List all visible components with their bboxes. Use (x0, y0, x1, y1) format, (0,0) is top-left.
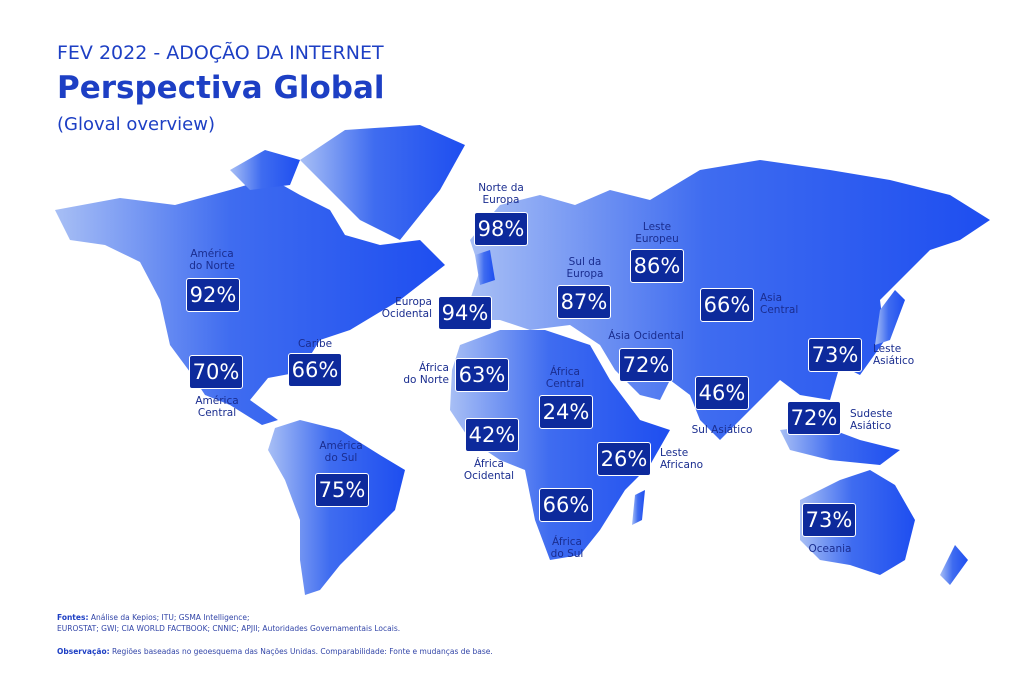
note: Observação: Regiões baseadas no geoesque… (57, 646, 493, 657)
sources: Fontes: Análise da Kepios; ITU; GSMA Int… (57, 612, 400, 634)
region-label: América do Norte (189, 248, 235, 272)
region-label-line: África (552, 536, 582, 548)
se-asia-islands (780, 425, 900, 465)
region-value: 75% (315, 473, 369, 507)
region-label: Ásia Ocidental (608, 330, 684, 342)
arctic-islands (230, 150, 300, 190)
region-value: 66% (288, 353, 342, 387)
region-label: África do Sul (551, 536, 584, 560)
sources-line: EUROSTAT; GWI; CIA WORLD FACTBOOK; CNNIC… (57, 624, 401, 633)
region-label-line: do Sul (550, 548, 584, 560)
region-value: 73% (808, 338, 862, 372)
region-label: Leste Asiático (873, 343, 914, 367)
kicker: FEV 2022 - ADOÇÃO DA INTERNET (57, 42, 384, 64)
region-value: 66% (700, 288, 754, 322)
subtitle: (Gloval overview) (57, 114, 216, 135)
region-label: Caribe (298, 338, 332, 350)
japan (875, 290, 905, 345)
region-value: 72% (787, 401, 841, 435)
region-label: América do Sul (319, 440, 362, 464)
region-label-line: Africano (660, 459, 704, 471)
region-label-line: América (190, 248, 234, 260)
greenland (300, 125, 465, 240)
note-text: Regiões baseadas no geoesquema das Naçõe… (112, 647, 493, 656)
region-label-line: Asia (760, 292, 783, 304)
region-label-line: Sul da (568, 256, 602, 268)
region-label: Leste Africano (660, 447, 703, 471)
region-value: 86% (630, 249, 684, 283)
region-label-line: Europa (566, 268, 604, 280)
region-label-line: América (319, 440, 363, 452)
region-label-line: Central (760, 304, 799, 316)
region-label: Sul Asiático (692, 424, 753, 436)
region-label-line: África (419, 362, 449, 374)
region-label: Leste Europeu (635, 221, 679, 245)
region-label-line: do Norte (403, 374, 449, 386)
region-label-line: Leste (642, 221, 672, 233)
region-label-line: Central (545, 378, 585, 390)
north-america (55, 178, 445, 425)
region-label-line: Ocidental (463, 470, 515, 482)
south-america (268, 420, 405, 595)
region-label: Asia Central (760, 292, 798, 316)
region-label-line: Sudeste (850, 408, 893, 420)
region-label: África do Norte (403, 362, 449, 386)
region-value: 87% (557, 285, 611, 319)
region-label-line: Europeu (635, 233, 679, 245)
region-label-line: Europa (482, 194, 520, 206)
region-label-line: Central (197, 407, 237, 419)
region-value: 92% (186, 278, 240, 312)
region-label-line: Caribe (297, 338, 333, 350)
new-zealand (940, 545, 968, 585)
region-label: Sudeste Asiático (850, 408, 893, 432)
region-label-line: Europa (395, 296, 432, 308)
region-label-line: do Norte (189, 260, 235, 272)
australia (800, 470, 915, 575)
region-label: Sul da Europa (567, 256, 604, 280)
region-label: África Central (546, 366, 584, 390)
region-label: África Ocidental (464, 458, 514, 482)
region-value: 98% (474, 212, 528, 246)
sources-line: Análise da Kepios; ITU; GSMA Intelligenc… (90, 613, 250, 622)
region-value: 26% (597, 442, 651, 476)
region-value: 94% (438, 296, 492, 330)
region-value: 72% (619, 348, 673, 382)
region-label-line: Leste (660, 447, 689, 459)
region-value: 66% (539, 488, 593, 522)
region-label-line: Ásia Ocidental (608, 330, 684, 342)
region-label-line: do Sul (324, 452, 358, 464)
region-label-line: Leste (873, 343, 902, 355)
region-label: Norte da Europa (478, 182, 524, 206)
title: Perspectiva Global (57, 70, 385, 106)
region-label: América Central (195, 395, 238, 419)
region-label-line: África (550, 366, 580, 378)
region-label-line: América (195, 395, 239, 407)
region-value: 73% (802, 503, 856, 537)
region-value: 70% (189, 355, 243, 389)
uk (475, 250, 495, 285)
sources-label: Fontes: (57, 613, 89, 622)
region-label-line: Norte da (478, 182, 524, 194)
region-label: Oceania (809, 543, 852, 555)
note-label: Observação: (57, 647, 110, 656)
region-value: 46% (695, 376, 749, 410)
region-label-line: Asiático (850, 420, 892, 432)
region-label-line: Sul Asiático (691, 424, 753, 436)
region-value: 42% (465, 418, 519, 452)
region-label-line: Oceania (808, 543, 852, 555)
region-label-line: Asiático (873, 355, 915, 367)
region-label: Europa Ocidental (382, 296, 432, 320)
region-value: 24% (539, 395, 593, 429)
region-value: 63% (455, 358, 509, 392)
region-label-line: Ocidental (381, 308, 432, 320)
region-label-line: África (474, 458, 504, 470)
madagascar (632, 490, 645, 525)
